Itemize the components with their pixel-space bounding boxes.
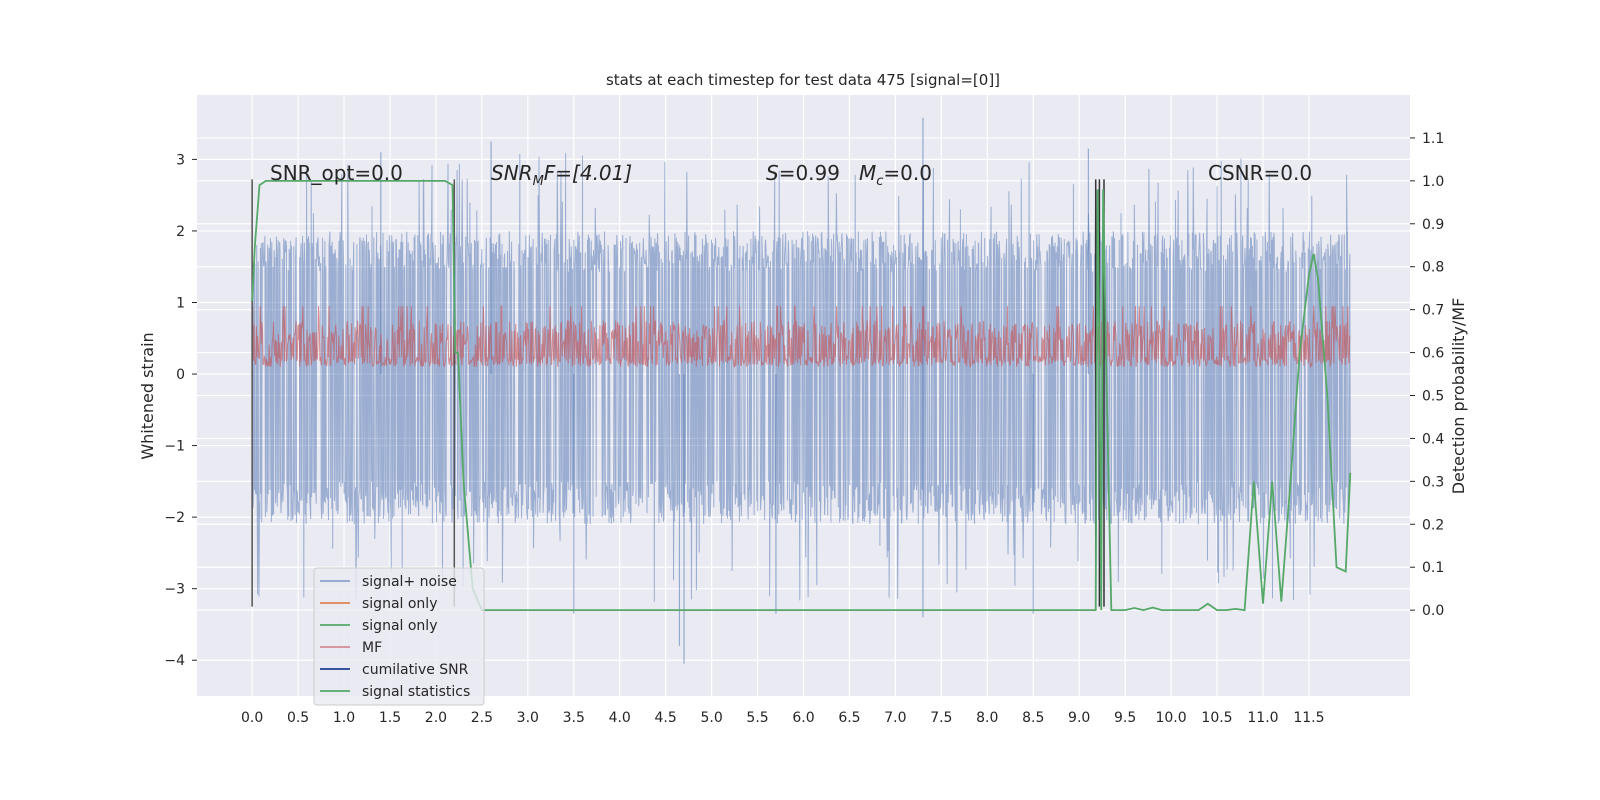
legend-label: signal statistics (362, 684, 470, 700)
right-y-tick-label: 0.1 (1422, 560, 1444, 576)
x-tick-label: 6.5 (838, 710, 860, 726)
right-y-tick-label: 0.7 (1422, 303, 1444, 319)
x-tick-label: 0.0 (241, 710, 263, 726)
x-tick-label: 4.5 (655, 710, 677, 726)
left-y-tick-label: −4 (164, 653, 185, 669)
left-y-tick-label: −1 (164, 439, 185, 455)
x-tick-labels: 0.0 0.5 1.0 1.5 2.0 2.5 3.0 3.5 4.0 4.5 5.0 5.5 6.0 6… (241, 710, 1324, 726)
x-tick-label: 4.0 (609, 710, 631, 726)
x-tick-label: 1.0 (333, 710, 355, 726)
series-mf (251, 305, 1351, 369)
x-tick-label: 10.0 (1155, 710, 1186, 726)
x-tick-label: 9.5 (1114, 710, 1136, 726)
legend-label: MF (362, 640, 382, 656)
legend: signal+ noise signal only signal only MF cum… (313, 567, 485, 706)
series-signal-noise (251, 117, 1351, 664)
mf-line (251, 305, 1351, 369)
legend-label: cumilative SNR (362, 662, 469, 678)
right-y-tick-label: 0.2 (1422, 517, 1444, 533)
left-y-tick-label: 3 (176, 152, 185, 168)
series-signal-statistics (251, 180, 1352, 612)
left-y-tick-label: −3 (164, 582, 185, 598)
left-y-tick-label: 0 (176, 367, 185, 383)
right-y-tick-label: 0.6 (1422, 346, 1444, 362)
right-y-tick-label: 0.3 (1422, 474, 1444, 490)
x-tick-label: 7.0 (884, 710, 906, 726)
right-y-tick-label: 0.8 (1422, 260, 1444, 276)
annotation-mc: Mc=0.0 (859, 161, 932, 189)
legend-label: signal+ noise (362, 574, 457, 590)
legend-box (313, 567, 485, 706)
x-tick-label: 2.5 (471, 710, 493, 726)
right-y-tick-label: 0.4 (1422, 431, 1444, 447)
annotation-s: S=0.99 (766, 161, 840, 185)
right-y-tick-label: 0.9 (1422, 217, 1444, 233)
x-tick-label: 8.0 (976, 710, 998, 726)
right-y-tick-label: 1.1 (1422, 131, 1444, 147)
left-y-tick-label: 2 (176, 224, 185, 240)
y-axis-label-right: Detection probability/MF (1449, 298, 1468, 495)
right-y-tick-labels: 0.0 0.1 0.2 0.3 0.4 0.5 0.6 0.7 0.8 0.9 1.0 1.1 (1410, 131, 1444, 619)
signal-statistics-line (251, 180, 1352, 612)
x-tick-label: 1.5 (379, 710, 401, 726)
x-tick-label: 6.0 (792, 710, 814, 726)
x-tick-label: 11.0 (1247, 710, 1278, 726)
left-y-tick-labels: −4 −3 −2 −1 0 1 2 3 (164, 152, 197, 669)
chart-title: stats at each timestep for test data 475… (606, 71, 1000, 89)
x-tick-label: 2.0 (425, 710, 447, 726)
annotation-snr-opt: SNR_opt=0.0 (270, 161, 403, 185)
x-tick-label: 8.5 (1022, 710, 1044, 726)
signal-noise-line (251, 153, 1351, 602)
x-tick-label: 11.5 (1293, 710, 1324, 726)
legend-label: signal only (362, 596, 437, 612)
right-y-tick-label: 1.0 (1422, 174, 1444, 190)
x-tick-label: 10.5 (1201, 710, 1232, 726)
legend-label: signal only (362, 618, 437, 634)
annotation-csnr: CSNR=0.0 (1208, 161, 1312, 185)
right-y-tick-label: 0.0 (1422, 603, 1444, 619)
x-tick-label: 5.0 (700, 710, 722, 726)
x-tick-label: 5.5 (746, 710, 768, 726)
left-y-tick-label: 1 (176, 295, 185, 311)
x-tick-label: 9.0 (1068, 710, 1090, 726)
x-tick-label: 0.5 (287, 710, 309, 726)
right-y-tick-label: 0.5 (1422, 389, 1444, 405)
x-tick-label: 3.5 (563, 710, 585, 726)
annotation-snr-mf: SNRMF=[4.01] (491, 161, 632, 189)
x-tick-label: 7.5 (930, 710, 952, 726)
y-axis-label-left: Whitened strain (138, 332, 157, 459)
x-tick-label: 3.0 (517, 710, 539, 726)
left-y-tick-label: −2 (164, 510, 185, 526)
